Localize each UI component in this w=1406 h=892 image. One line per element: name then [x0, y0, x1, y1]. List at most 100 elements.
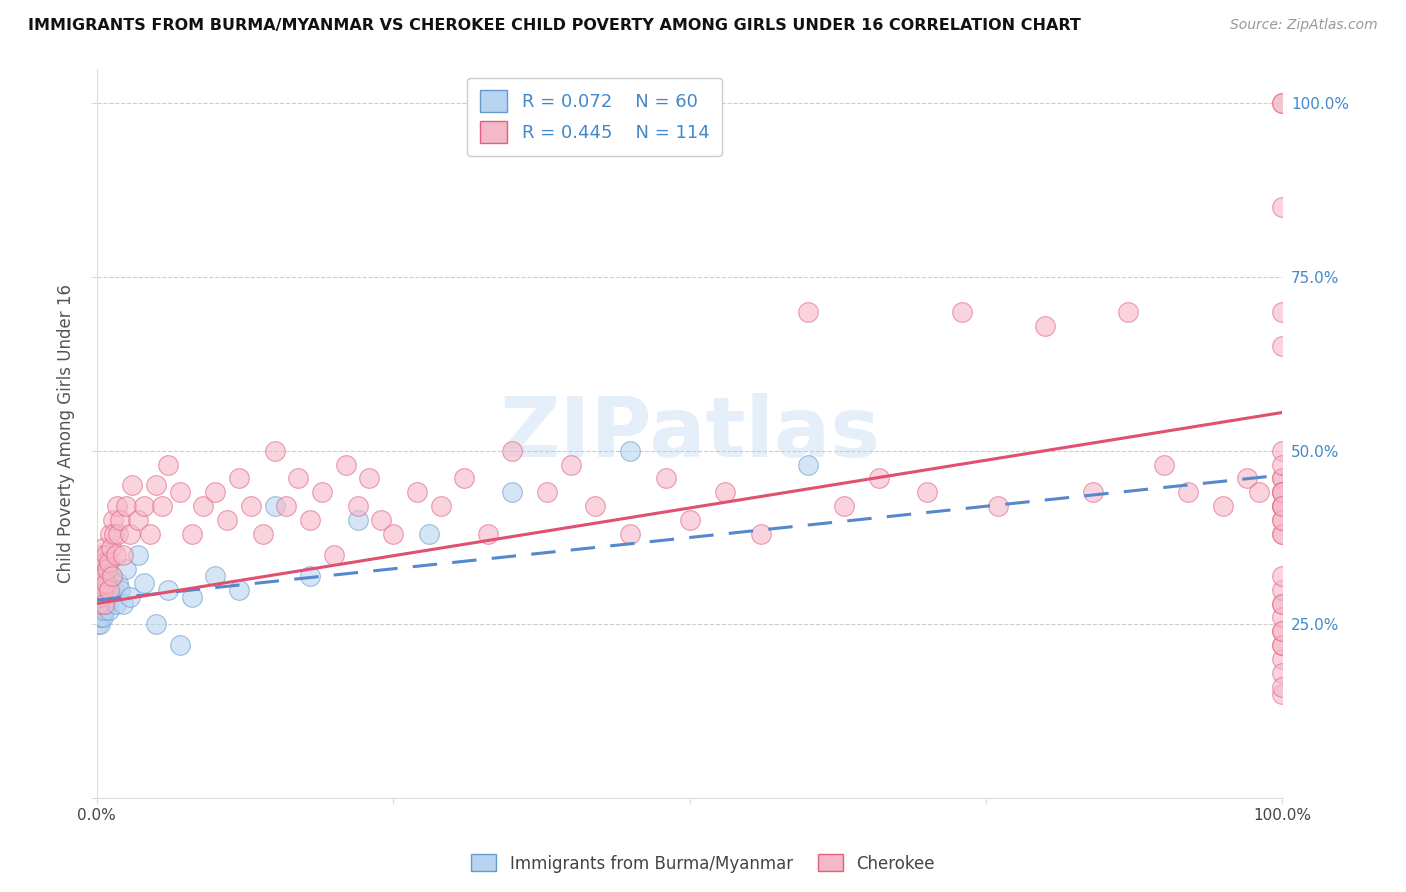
Point [96, 597, 118, 611]
Point [90, 603, 112, 617]
Point [797, 304, 820, 318]
Point [1271, 638, 1294, 652]
Point [107, 575, 129, 590]
Point [94, 597, 117, 611]
Point [90, 590, 112, 604]
Point [1271, 458, 1294, 472]
Point [89, 590, 111, 604]
Point [97, 603, 120, 617]
Text: IMMIGRANTS FROM BURMA/MYANMAR VS CHEROKEE CHILD POVERTY AMONG GIRLS UNDER 16 COR: IMMIGRANTS FROM BURMA/MYANMAR VS CHEROKE… [28, 18, 1081, 33]
Point [110, 582, 132, 597]
Point [1118, 304, 1140, 318]
Point [1271, 624, 1294, 639]
Point [1271, 687, 1294, 701]
Point [90, 548, 112, 562]
Point [90, 575, 112, 590]
Point [1271, 568, 1294, 582]
Point [96, 582, 118, 597]
Point [96, 548, 118, 562]
Point [134, 500, 156, 514]
Point [1271, 665, 1294, 680]
Point [94, 582, 117, 597]
Point [93, 603, 115, 617]
Point [89, 582, 111, 597]
Point [950, 304, 973, 318]
Point [204, 568, 226, 582]
Point [1271, 96, 1294, 111]
Point [97, 590, 120, 604]
Point [180, 590, 202, 604]
Point [346, 513, 368, 527]
Point [1271, 652, 1294, 666]
Point [299, 568, 322, 582]
Point [1271, 500, 1294, 514]
Point [655, 471, 678, 485]
Point [287, 471, 309, 485]
Point [311, 485, 333, 500]
Point [359, 471, 381, 485]
Point [1271, 500, 1294, 514]
Point [103, 590, 125, 604]
Point [477, 527, 499, 541]
Point [87, 582, 110, 597]
Point [169, 485, 191, 500]
Point [103, 513, 125, 527]
Point [1271, 96, 1294, 111]
Point [96, 562, 118, 576]
Point [87, 575, 110, 590]
Point [583, 500, 606, 514]
Point [100, 541, 122, 555]
Point [501, 443, 523, 458]
Point [1033, 318, 1056, 333]
Y-axis label: Child Poverty Among Girls Under 16: Child Poverty Among Girls Under 16 [58, 284, 75, 582]
Point [714, 485, 737, 500]
Point [322, 548, 344, 562]
Legend: Immigrants from Burma/Myanmar, Cherokee: Immigrants from Burma/Myanmar, Cherokee [465, 847, 941, 880]
Point [89, 617, 111, 632]
Point [228, 582, 250, 597]
Point [115, 500, 138, 514]
Point [111, 548, 134, 562]
Point [145, 617, 167, 632]
Point [134, 575, 156, 590]
Point [111, 597, 134, 611]
Point [103, 582, 125, 597]
Point [87, 568, 110, 582]
Point [239, 500, 262, 514]
Point [169, 638, 191, 652]
Point [156, 458, 179, 472]
Point [93, 575, 115, 590]
Point [1271, 485, 1294, 500]
Point [98, 527, 121, 541]
Point [118, 527, 141, 541]
Point [87, 597, 110, 611]
Point [103, 527, 125, 541]
Point [118, 590, 141, 604]
Point [204, 485, 226, 500]
Point [1081, 485, 1104, 500]
Point [1271, 304, 1294, 318]
Point [619, 443, 641, 458]
Point [619, 527, 641, 541]
Point [96, 590, 118, 604]
Point [1153, 458, 1175, 472]
Point [101, 568, 124, 582]
Point [110, 513, 132, 527]
Point [1271, 201, 1294, 215]
Point [89, 597, 111, 611]
Point [1271, 527, 1294, 541]
Point [370, 513, 392, 527]
Point [93, 568, 115, 582]
Point [87, 603, 110, 617]
Point [1271, 485, 1294, 500]
Point [797, 458, 820, 472]
Point [94, 555, 117, 569]
Point [91, 582, 114, 597]
Point [1271, 582, 1294, 597]
Point [429, 500, 451, 514]
Point [87, 617, 110, 632]
Point [150, 500, 173, 514]
Point [97, 555, 120, 569]
Point [101, 568, 124, 582]
Point [89, 603, 111, 617]
